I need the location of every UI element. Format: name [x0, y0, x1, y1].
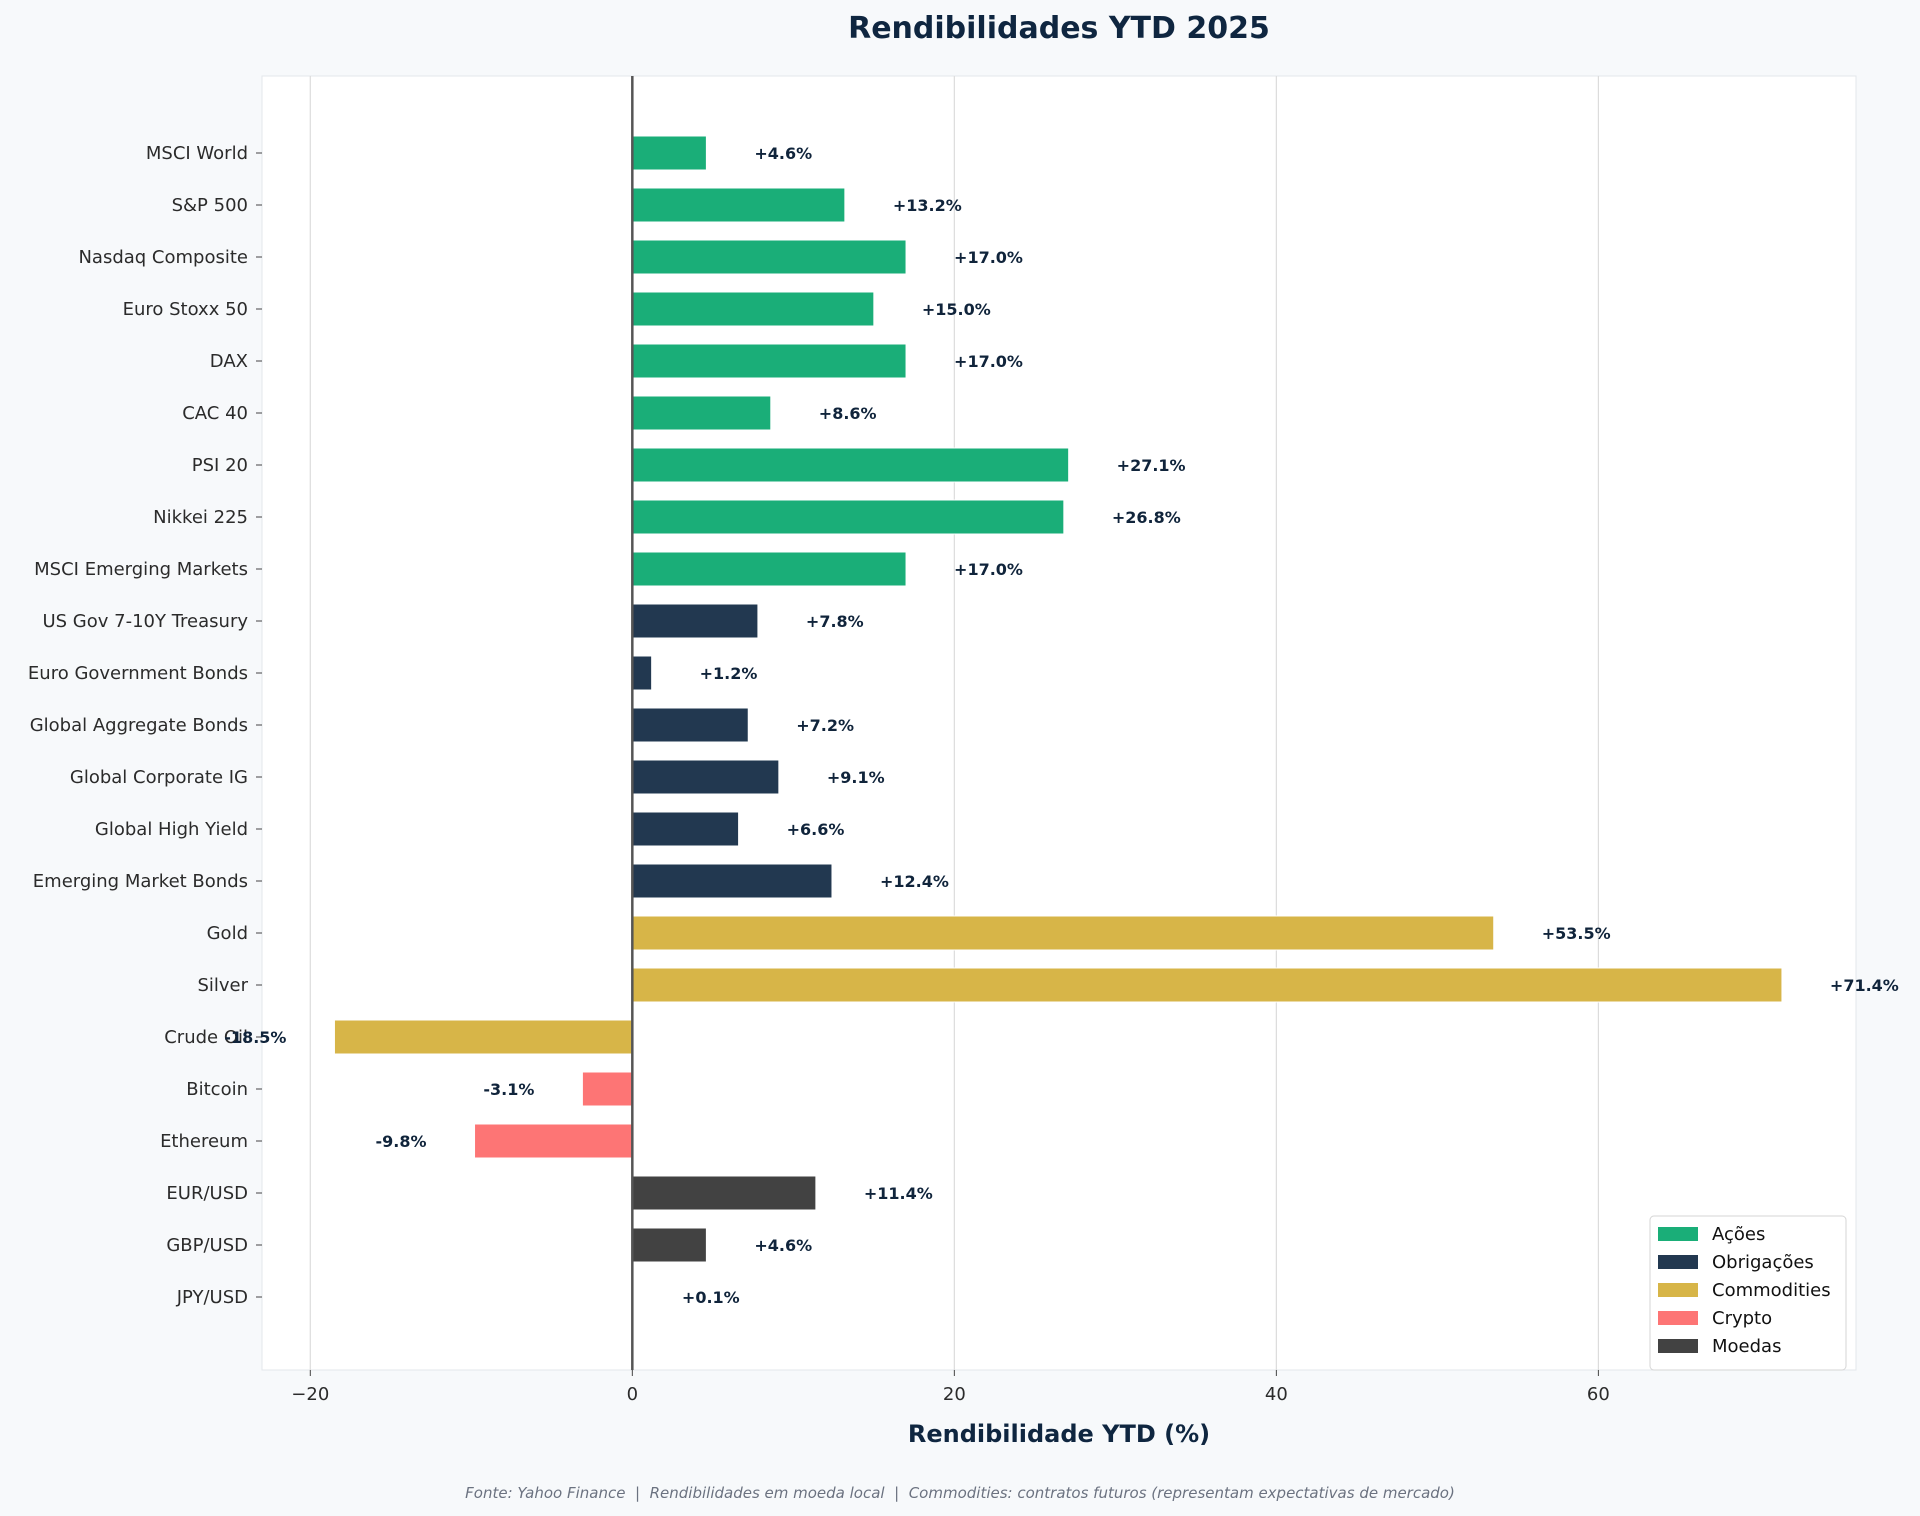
bar	[631, 395, 772, 431]
data-label: +17.0%	[954, 248, 1023, 267]
data-label: +11.4%	[864, 1184, 933, 1203]
y-tick-label: Nikkei 225	[153, 507, 248, 528]
x-axis-label: Rendibilidade YTD (%)	[908, 1420, 1210, 1448]
legend-label: Crypto	[1712, 1308, 1772, 1329]
bar	[333, 1019, 633, 1055]
data-label: +0.1%	[682, 1288, 740, 1307]
y-tick-label: GBP/USD	[166, 1235, 248, 1256]
data-label: +1.2%	[700, 664, 758, 683]
data-label: -9.8%	[376, 1132, 427, 1151]
data-label: +71.4%	[1830, 976, 1899, 995]
y-tick-label: Global Corporate IG	[70, 767, 248, 788]
data-label: +4.6%	[754, 1236, 812, 1255]
x-tick-label: 0	[627, 1384, 638, 1405]
data-label: +17.0%	[954, 560, 1023, 579]
bar	[631, 707, 749, 743]
legend-box	[1649, 1215, 1847, 1371]
bar	[631, 603, 759, 639]
y-tick-label: S&P 500	[172, 195, 248, 216]
bar	[631, 759, 780, 795]
footer-note: Fonte: Yahoo Finance | Rendibilidades em…	[465, 1484, 1455, 1502]
legend-swatch	[1658, 1255, 1698, 1269]
data-label: +7.2%	[796, 716, 854, 735]
data-label: +27.1%	[1117, 456, 1186, 475]
y-tick-label: JPY/USD	[176, 1287, 248, 1308]
bar	[631, 1227, 707, 1263]
y-tick-label: Global High Yield	[95, 819, 248, 840]
data-label: +6.6%	[787, 820, 845, 839]
legend-label: Commodities	[1712, 1280, 1831, 1301]
data-label: -3.1%	[483, 1080, 534, 1099]
y-tick-label: MSCI Emerging Markets	[34, 559, 248, 580]
y-tick-label: Crude Oil	[164, 1027, 248, 1048]
data-labels: +4.6% +13.2% +17.0% +15.0% +17.0% +8.6% +27.1%…	[224, 144, 1899, 1307]
legend: Ações Obrigações Commodities Crypto Moedas	[1649, 1215, 1847, 1371]
legend-swatch	[1658, 1283, 1698, 1297]
bar	[631, 499, 1065, 535]
bar	[631, 187, 846, 223]
y-tick-label: Euro Stoxx 50	[123, 299, 248, 320]
bar	[631, 135, 707, 171]
data-label: +4.6%	[754, 144, 812, 163]
legend-swatch	[1658, 1339, 1698, 1353]
y-tick-label: MSCI World	[146, 143, 248, 164]
x-tick-labels: −20 0 20 40 60	[291, 1370, 1610, 1405]
y-tick-label: Nasdaq Composite	[78, 247, 248, 268]
plot-area	[261, 75, 1857, 1371]
bar	[631, 447, 1070, 483]
y-tick-label: Gold	[207, 923, 248, 944]
y-tick-label: Ethereum	[160, 1131, 248, 1152]
data-label: +53.5%	[1542, 924, 1611, 943]
data-label: +8.6%	[819, 404, 877, 423]
bar	[631, 1175, 817, 1211]
y-tick-labels: MSCI World S&P 500 Nasdaq Composite Euro St…	[28, 143, 262, 1308]
data-label: +12.4%	[880, 872, 949, 891]
bar	[631, 343, 907, 379]
y-tick-label: Emerging Market Bonds	[33, 871, 248, 892]
chart-title: Rendibilidades YTD 2025	[848, 11, 1270, 46]
bar	[631, 811, 740, 847]
bar	[631, 655, 653, 691]
y-tick-label: PSI 20	[192, 455, 248, 476]
legend-swatch	[1658, 1311, 1698, 1325]
legend-label: Moedas	[1712, 1336, 1781, 1357]
data-label: +15.0%	[922, 300, 991, 319]
data-label: +9.1%	[827, 768, 885, 787]
data-label: +7.8%	[806, 612, 864, 631]
bar	[631, 863, 833, 899]
bar	[631, 551, 907, 587]
bar	[474, 1123, 633, 1159]
y-tick-label: Bitcoin	[186, 1079, 248, 1100]
bar	[581, 1071, 633, 1107]
data-label: -18.5%	[224, 1028, 286, 1047]
bars	[333, 76, 1783, 1370]
x-tick-label: 20	[943, 1384, 966, 1405]
bar	[631, 967, 1783, 1003]
x-tick-label: −20	[291, 1384, 329, 1405]
x-tick-label: 60	[1587, 1384, 1610, 1405]
y-tick-label: DAX	[210, 351, 248, 372]
y-tick-label: Silver	[197, 975, 248, 996]
x-tick-label: 40	[1265, 1384, 1288, 1405]
grid-lines	[309, 76, 1599, 1370]
y-tick-label: EUR/USD	[166, 1183, 248, 1204]
data-label: +17.0%	[954, 352, 1023, 371]
bar	[631, 291, 875, 327]
y-tick-label: US Gov 7-10Y Treasury	[42, 611, 248, 632]
y-tick-label: Euro Government Bonds	[28, 663, 248, 684]
legend-label: Ações	[1712, 1224, 1765, 1245]
data-label: +26.8%	[1112, 508, 1181, 527]
data-label: +13.2%	[893, 196, 962, 215]
legend-label: Obrigações	[1712, 1252, 1814, 1273]
y-tick-label: CAC 40	[182, 403, 248, 424]
bar	[631, 239, 907, 275]
y-tick-label: Global Aggregate Bonds	[30, 715, 248, 736]
bar	[631, 915, 1495, 951]
legend-swatch	[1658, 1227, 1698, 1241]
